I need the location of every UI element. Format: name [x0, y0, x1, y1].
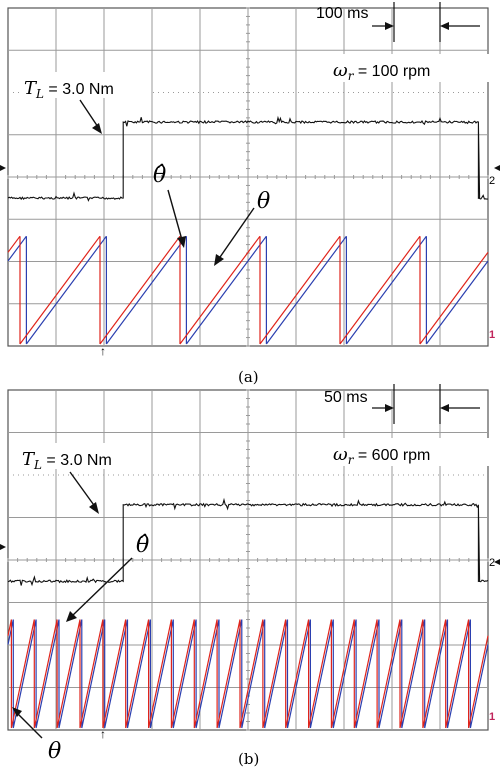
time-marker-label-b: 50 ms: [324, 389, 368, 406]
panel-a: 100 ms ωr = 100 rpm TL = 3.0 Nm θ̂ θ 2 1: [0, 2, 500, 386]
ch2-right-marker-a: [494, 165, 500, 171]
load-arrow-b: [69, 471, 97, 509]
theta-arrow-b: [15, 711, 43, 739]
time-marker-right-arrowhead-a: [440, 22, 449, 30]
time-marker-left-arrowhead-a: [385, 22, 394, 30]
theta-hat-arrow-a: [167, 189, 183, 241]
ch2-left-marker-a: [0, 165, 6, 171]
theta-trace-b: [7, 619, 489, 729]
theta-arrowhead-a: [214, 254, 224, 266]
theta-hat-label-a: θ̂: [153, 163, 166, 188]
theta-hat-arrowhead-b: [66, 611, 77, 622]
theta-hat-trace-b: [7, 619, 489, 729]
torque-trace-a: [7, 115, 489, 202]
time-marker-label-a: 100 ms: [316, 5, 368, 22]
ch2-label-b: 2: [489, 557, 495, 569]
theta-hat-trace-a: [7, 235, 489, 345]
speed-label-a: ωr = 100 rpm: [333, 60, 430, 83]
grid-a: [7, 7, 489, 347]
trigger-marker-b: ↑: [100, 727, 106, 741]
theta-hat-arrowhead-a: [177, 236, 186, 248]
ch2-right-marker-b: [494, 559, 500, 565]
load-label-b: TL = 3.0 Nm: [22, 449, 112, 472]
time-marker-left-arrowhead-b: [385, 404, 394, 412]
torque-trace-b: [7, 497, 489, 587]
speed-label-bg-b: [330, 438, 490, 466]
theta-arrowhead-b: [12, 707, 22, 717]
theta-arrow-a: [217, 207, 255, 261]
ch1-label-a: 1: [489, 329, 495, 341]
ch2-label-a: 2: [489, 175, 495, 187]
panel-b: 50 ms ωr = 600 rpm TL = 3.0 Nm θ̂ θ 2 1 …: [0, 384, 500, 767]
speed-label-b: ωr = 600 rpm: [333, 444, 430, 467]
load-label-a: TL = 3.0 Nm: [24, 78, 114, 101]
speed-label-bg-a: [330, 54, 490, 82]
theta-label-a: θ: [257, 189, 270, 214]
traces-a: [7, 115, 489, 345]
ch2-left-marker-b: [0, 544, 6, 550]
caption-b: (b): [238, 750, 259, 767]
load-arrowhead-a: [92, 123, 102, 134]
caption-a: (a): [238, 368, 259, 386]
trigger-marker-a: ↑: [100, 344, 106, 358]
theta-hat-label-b: θ̂: [136, 533, 149, 558]
traces-b: [7, 497, 489, 729]
ch1-label-b: 1: [489, 711, 495, 723]
load-label-bg-b: [20, 443, 150, 469]
theta-trace-a: [7, 235, 489, 345]
load-label-bg-a: [22, 72, 150, 98]
theta-label-b: θ: [48, 739, 61, 764]
theta-hat-arrow-b: [71, 557, 133, 617]
time-marker-right-arrowhead-b: [440, 404, 449, 412]
load-arrowhead-b: [89, 502, 99, 514]
